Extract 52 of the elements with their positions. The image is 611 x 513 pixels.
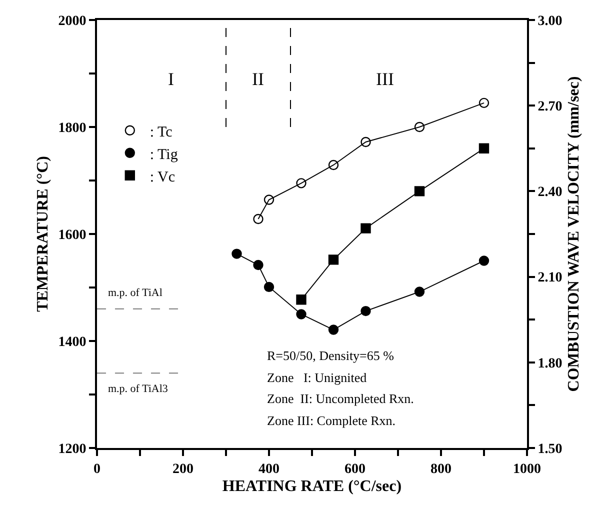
point: [360, 136, 371, 148]
y2-tick-label: 2.70: [538, 100, 562, 114]
point: [478, 256, 490, 266]
x-tick-label: 800: [430, 462, 452, 477]
point: [328, 160, 339, 170]
ref-line-label: m.p. of TiAl3: [108, 383, 168, 395]
annotation: Zone I: Unignited: [267, 370, 368, 385]
x-tick-label: 0: [94, 462, 100, 477]
point: [253, 260, 264, 270]
y-tick-label: 2000: [58, 14, 86, 29]
annotation: Zone II: Uncompleted Rxn.: [267, 391, 414, 406]
y2-tick-label: 2.10: [538, 270, 562, 286]
legend-label: : Tc: [150, 124, 173, 140]
ref-line-label: m.p. of TiAl: [108, 287, 162, 299]
point: [232, 248, 242, 259]
x-tick-label: 400: [258, 462, 280, 477]
y2-tick-label: 2.40: [538, 185, 562, 200]
y2-tick-label: 1.80: [538, 356, 562, 372]
y-tick-label: 1600: [58, 228, 86, 243]
point: [296, 309, 306, 320]
y-axis-title: TEMPERATURE (°C): [34, 156, 52, 312]
legend-label: : Vc: [150, 169, 176, 186]
annotation: III: [376, 69, 394, 89]
point: [360, 306, 371, 316]
x-axis-title: HEATING RATE (°C/sec): [222, 478, 402, 495]
y2-tick-label: 3.00: [538, 14, 562, 29]
y2-tick-label: 1.50: [538, 442, 562, 457]
annotation: I: [168, 69, 174, 89]
point: [296, 294, 306, 305]
y-tick-label: 1800: [58, 120, 86, 136]
legend-label: : Tig: [150, 146, 178, 163]
point: [414, 286, 425, 297]
x-tick-label: 600: [344, 462, 366, 477]
annotation: R=50/50, Density=65 %: [267, 348, 394, 363]
point: [264, 282, 274, 292]
x-tick-label: 200: [172, 462, 194, 477]
y2-axis-title: COMBUSTION WAVE VELOCITY (mm/sec): [566, 76, 582, 392]
point: [360, 223, 371, 234]
point: [328, 324, 339, 335]
point: [296, 178, 306, 188]
point: [328, 254, 339, 265]
point: [478, 98, 490, 108]
y-tick-label: 1400: [58, 334, 86, 350]
annotation: II: [252, 69, 264, 89]
x-tick-label: 1000: [513, 462, 541, 477]
y-tick-label: 1200: [58, 442, 86, 457]
point: [253, 214, 264, 224]
annotation: Zone III: Complete Rxn.: [267, 413, 396, 428]
point: [414, 186, 425, 196]
point: [264, 194, 274, 205]
point: [414, 122, 425, 132]
point: [478, 143, 490, 154]
